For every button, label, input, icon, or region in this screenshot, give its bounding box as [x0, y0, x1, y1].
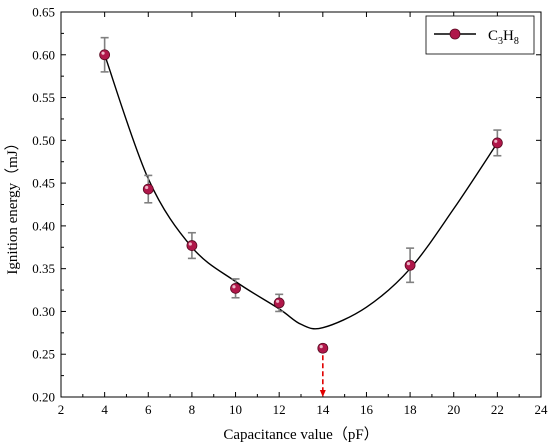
data-point [404, 259, 416, 271]
y-tick-label: 0.50 [32, 133, 55, 148]
data-point [230, 282, 241, 294]
legend-box [425, 15, 535, 55]
y-tick-label: 0.65 [32, 5, 55, 20]
x-tick-label: 14 [316, 402, 330, 417]
data-point [142, 183, 154, 195]
annotation [319, 355, 326, 397]
legend: C3H8 [425, 15, 535, 55]
x-tick-label: 12 [273, 402, 286, 417]
y-tick-label: 0.45 [32, 176, 55, 191]
x-axis-label: Capacitance value（pF） [223, 426, 378, 443]
axes: 2 4 6 8 10 12 14 16 18 20 22 240.200.250.300.350.40… [32, 5, 548, 418]
y-tick-label: 0.40 [32, 218, 55, 233]
data-point-highlight [145, 185, 149, 190]
plot-frame [60, 11, 542, 398]
x-tick-label: 2 [58, 402, 65, 417]
data-point [491, 137, 503, 149]
data-point-highlight [406, 262, 411, 266]
data-point-highlight [319, 345, 323, 349]
data-points [99, 49, 503, 354]
data-point-highlight [494, 139, 498, 143]
y-tick-label: 0.30 [32, 304, 55, 319]
x-tick-label: 22 [491, 402, 504, 417]
x-tick-label: 4 [101, 402, 108, 417]
legend-marker [449, 28, 461, 40]
data-point [99, 49, 111, 61]
arrow-head [319, 390, 326, 397]
y-tick-label: 0.35 [32, 261, 55, 276]
legend-label: C3H8 [488, 28, 519, 47]
data-point-highlight [275, 299, 280, 303]
error-bars [100, 36, 502, 353]
y-tick-label: 0.55 [32, 90, 55, 105]
x-tick-label: 10 [229, 402, 242, 417]
data-point-highlight [101, 51, 105, 55]
x-tick-label: 8 [189, 402, 196, 417]
y-tick-label: 0.20 [32, 390, 55, 405]
data-point [273, 297, 285, 309]
x-tick-label: 16 [360, 402, 374, 417]
data-point-highlight [232, 285, 236, 289]
y-tick-label: 0.60 [32, 47, 55, 62]
x-tick-label: 18 [404, 402, 417, 417]
y-tick-label: 0.25 [32, 347, 55, 362]
y-axis-label: Ignition energy（mJ） [4, 135, 21, 274]
data-point [186, 240, 198, 251]
data-point-highlight [188, 242, 192, 246]
x-tick-label: 20 [447, 402, 460, 417]
x-tick-label: 24 [535, 402, 549, 417]
fit-curve [103, 54, 498, 330]
x-tick-label: 6 [145, 402, 152, 417]
data-point [317, 342, 329, 354]
